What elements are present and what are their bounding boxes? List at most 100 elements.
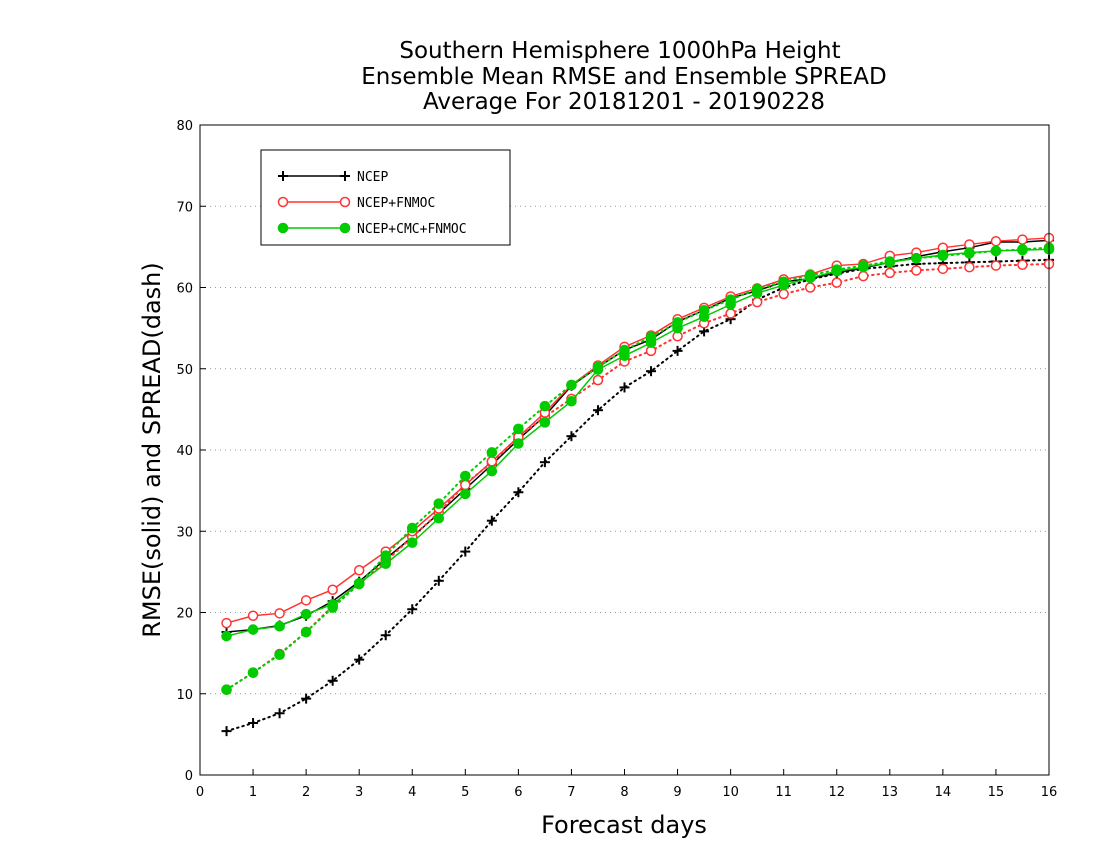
- data-point-spread: [592, 374, 604, 386]
- data-point-spread: [566, 431, 577, 442]
- data-point-rmse: [990, 235, 1002, 247]
- legend: NCEP NCEP+FNMOC NCEP+CMC+FNMOC: [260, 149, 511, 246]
- x-tick-label: 6: [514, 785, 522, 800]
- gridlines: [200, 205, 1049, 695]
- y-tick-label: 40: [176, 444, 193, 459]
- data-point-spread: [354, 654, 365, 665]
- data-point-rmse: [353, 577, 365, 589]
- data-point-spread: [486, 447, 498, 458]
- data-point-spread: [221, 684, 232, 695]
- series-rmse-line: [226, 239, 1050, 633]
- data-point-spread: [592, 405, 603, 416]
- x-tick-label: 12: [828, 785, 845, 800]
- data-point-spread: [248, 718, 259, 728]
- legend-marker: [277, 196, 289, 208]
- x-tick-label: 11: [775, 785, 792, 800]
- data-point-rmse: [380, 558, 392, 570]
- series-rmse-line: [226, 237, 1050, 624]
- data-point-rmse: [857, 261, 869, 273]
- x-tick-label: 0: [196, 785, 204, 800]
- data-point-spread: [990, 260, 1002, 271]
- x-tick-label: 13: [882, 785, 899, 800]
- data-point-spread: [247, 667, 259, 678]
- legend-marker: [339, 222, 351, 234]
- y-tick-label: 30: [176, 525, 193, 540]
- y-tick-label: 80: [176, 119, 193, 134]
- data-point-spread: [433, 498, 445, 509]
- series-layer: [221, 232, 1055, 737]
- x-axis-label: Forecast days: [541, 811, 707, 839]
- data-point-spread: [884, 267, 896, 279]
- data-point-spread: [804, 282, 816, 293]
- data-point-rmse: [964, 247, 975, 258]
- title-line-1: Southern Hemisphere 1000hPa Height: [399, 38, 840, 64]
- x-tick-label: 5: [461, 785, 469, 800]
- series-spread-line: [225, 246, 1050, 691]
- x-tick-label: 3: [355, 785, 363, 800]
- data-point-rmse: [486, 456, 498, 467]
- x-tick-label: 9: [673, 785, 681, 800]
- data-point-rmse: [327, 599, 338, 610]
- data-point-rmse: [274, 621, 285, 632]
- y-tick-label: 60: [176, 282, 193, 297]
- data-point-rmse: [884, 257, 896, 268]
- series-ncep-fnmoc: [221, 232, 1055, 695]
- data-point-rmse: [698, 311, 710, 323]
- data-point-rmse: [645, 337, 657, 349]
- chart-title: Southern Hemisphere 1000hPa Height Ensem…: [361, 38, 886, 115]
- data-point-rmse: [566, 395, 577, 407]
- data-point-spread: [911, 265, 922, 276]
- data-point-rmse: [513, 438, 524, 449]
- data-point-rmse: [460, 488, 471, 500]
- data-point-spread: [778, 288, 789, 300]
- data-point-rmse: [221, 630, 232, 642]
- data-point-rmse: [990, 245, 1002, 257]
- data-point-rmse: [672, 322, 683, 334]
- y-tick-label: 70: [176, 200, 193, 215]
- data-point-rmse: [406, 537, 418, 548]
- data-point-rmse: [274, 608, 285, 619]
- data-point-spread: [274, 649, 285, 661]
- data-point-spread: [221, 726, 232, 737]
- data-point-rmse: [460, 479, 471, 491]
- y-axis-label: RMSE(solid) and SPREAD(dash): [138, 262, 166, 638]
- data-point-rmse: [247, 610, 259, 621]
- data-point-rmse: [247, 624, 259, 635]
- data-point-spread: [619, 382, 630, 393]
- legend-marker: [339, 196, 351, 208]
- data-point-rmse: [327, 584, 338, 595]
- data-point-rmse: [592, 364, 604, 375]
- data-point-rmse: [725, 299, 736, 310]
- data-point-spread: [937, 263, 949, 275]
- data-point-spread: [300, 626, 312, 638]
- data-point-rmse: [539, 417, 551, 428]
- data-point-rmse: [911, 252, 922, 264]
- data-point-rmse: [486, 465, 498, 477]
- data-point-rmse: [751, 287, 763, 299]
- data-point-spread: [513, 487, 524, 498]
- series-rmse-line: [226, 248, 1050, 637]
- data-point-rmse: [221, 617, 232, 629]
- title-line-3: Average For 20181201 - 20190228: [423, 89, 825, 115]
- data-point-spread: [1017, 259, 1028, 270]
- x-tick-label: 8: [620, 785, 628, 800]
- data-point-spread: [566, 379, 577, 391]
- data-point-rmse: [831, 265, 843, 277]
- data-point-spread: [858, 270, 869, 282]
- data-point-rmse: [619, 350, 630, 362]
- legend-label: NCEP: [357, 170, 388, 185]
- data-point-spread: [539, 400, 551, 412]
- data-point-spread: [460, 470, 471, 482]
- data-point-spread: [433, 575, 444, 586]
- x-tick-label: 1: [249, 785, 257, 800]
- x-tick-label: 7: [567, 785, 575, 800]
- data-point-rmse: [353, 565, 365, 576]
- data-point-spread: [380, 630, 391, 641]
- data-point-spread: [831, 277, 842, 288]
- data-point-spread: [486, 515, 497, 526]
- data-point-spread: [964, 261, 975, 273]
- data-point-rmse: [937, 249, 949, 261]
- series-spread-line: [225, 258, 1050, 733]
- data-point-spread: [539, 457, 550, 468]
- data-point-spread: [407, 604, 418, 615]
